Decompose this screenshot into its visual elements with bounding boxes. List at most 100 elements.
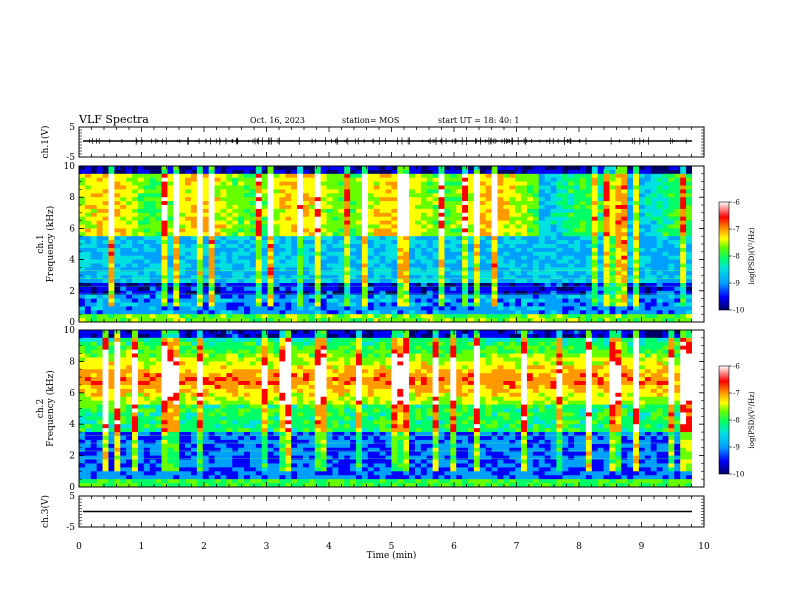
spectrogram-cell: [273, 232, 280, 237]
spectrogram-cell: [609, 275, 616, 280]
spectrogram-cell: [255, 236, 263, 241]
spectrogram-cell: [220, 251, 227, 257]
spectrogram-cell: [179, 279, 186, 284]
spectrogram-cell: [185, 236, 192, 241]
spectrogram-cell: [114, 349, 121, 354]
spectrogram-cell: [373, 247, 381, 253]
spectrogram-cell: [361, 208, 369, 214]
spectrogram-cell: [491, 283, 498, 288]
spectrogram-cell: [96, 400, 103, 405]
spectrogram-cell: [468, 205, 475, 210]
spectrogram-cell: [662, 232, 669, 237]
spectrogram-cell: [361, 240, 369, 245]
spectrogram-cell: [409, 173, 416, 179]
spectrogram-cell: [326, 259, 333, 264]
spectrogram-cell: [491, 201, 498, 206]
spectrogram-cell: [503, 212, 510, 218]
spectrogram-cell: [308, 279, 316, 284]
spectrogram-cell: [120, 369, 127, 374]
spectrogram-cell: [314, 251, 322, 257]
spectrogram-cell: [568, 181, 575, 186]
spectrogram-cell: [114, 173, 121, 179]
spectrogram-cell: [674, 290, 681, 296]
spectrogram-cell: [397, 166, 404, 171]
spectrogram-cell: [126, 463, 133, 468]
spectrogram-cell: [538, 173, 546, 179]
spectrogram-cell: [261, 197, 269, 202]
spectrogram-cell: [344, 244, 351, 249]
spectrogram-cell: [79, 205, 86, 210]
spectrogram-cell: [420, 232, 428, 237]
spectrogram-cell: [84, 193, 92, 198]
spectrogram-cell: [680, 271, 687, 276]
spectrogram-cell: [132, 197, 139, 202]
spectrogram-cell: [273, 212, 280, 218]
spectrogram-cell: [609, 208, 616, 214]
spectrogram-cell: [503, 205, 510, 210]
spectrogram-cell: [367, 286, 375, 292]
spectrogram-cell: [132, 189, 139, 194]
spectrogram-cell: [468, 185, 475, 190]
spectrogram-cell: [279, 290, 286, 296]
spectrogram-cell: [226, 181, 233, 186]
spectrogram-cell: [102, 455, 109, 460]
spectrogram-cell: [615, 193, 622, 198]
spectrogram-cell: [633, 169, 640, 175]
spectrogram-cell: [497, 185, 504, 190]
spectrogram-cell: [79, 475, 86, 480]
spectrogram-cell: [120, 212, 127, 218]
spectrogram-cell: [350, 232, 357, 237]
spectrogram-cell: [96, 271, 103, 276]
spectrogram-cell: [196, 228, 204, 233]
spectrogram-cell: [473, 279, 481, 284]
spectrogram-cell: [426, 240, 434, 245]
spectrogram-cell: [609, 212, 616, 218]
spectrogram-cell: [462, 173, 469, 179]
spectrogram-cell: [656, 216, 663, 221]
spectrogram-cell: [120, 404, 127, 409]
spectrogram-cell: [332, 181, 339, 186]
spectrogram-cell: [179, 181, 186, 186]
spectrogram-cell: [308, 197, 316, 202]
spectrogram-cell: [167, 236, 174, 241]
spectrogram-cell: [391, 298, 398, 303]
spectrogram-cell: [627, 259, 634, 264]
spectrogram-cell: [214, 267, 221, 272]
spectrogram-cell: [220, 205, 227, 210]
spectrogram-cell: [220, 240, 227, 245]
spectrogram-cell: [450, 166, 457, 171]
spectrogram-cell: [255, 169, 263, 175]
spectrogram-cell: [114, 189, 121, 194]
spectrogram-cell: [491, 224, 498, 229]
spectrogram-cell: [90, 232, 98, 237]
spectrogram-cell: [190, 181, 198, 186]
spectrogram-cell: [403, 205, 410, 210]
spectrogram-cell: [515, 216, 522, 221]
spectrogram-cell: [385, 220, 392, 225]
spectrogram-cell: [356, 173, 363, 179]
spectrogram-cell: [96, 373, 103, 378]
spectrogram-cell: [79, 345, 86, 351]
spectrogram-cell: [220, 173, 227, 179]
spectrogram-cell: [114, 432, 121, 437]
spectrogram-cell: [332, 197, 339, 202]
spectrogram-cell: [273, 185, 280, 190]
spectrogram-cell: [485, 286, 492, 292]
spectrogram-cell: [297, 290, 304, 296]
spectrogram-cell: [668, 193, 675, 198]
y-axis-label: ch.1: [36, 234, 46, 253]
spectrogram-cell: [515, 201, 522, 206]
spectrogram-cell: [96, 463, 103, 468]
spectrogram-cell: [173, 166, 180, 171]
spectrogram-cell: [609, 267, 616, 272]
spectrogram-cell: [544, 283, 551, 288]
spectrogram-cell: [385, 302, 392, 307]
spectrogram-cell: [137, 247, 145, 253]
spectrogram-cell: [132, 400, 139, 405]
spectrogram-cell: [668, 208, 675, 214]
spectrogram-cell: [603, 302, 610, 307]
spectrogram-cell: [397, 236, 404, 241]
spectrogram-cell: [438, 298, 445, 303]
spectrogram-cell: [279, 173, 286, 179]
spectrogram-cell: [450, 279, 457, 284]
